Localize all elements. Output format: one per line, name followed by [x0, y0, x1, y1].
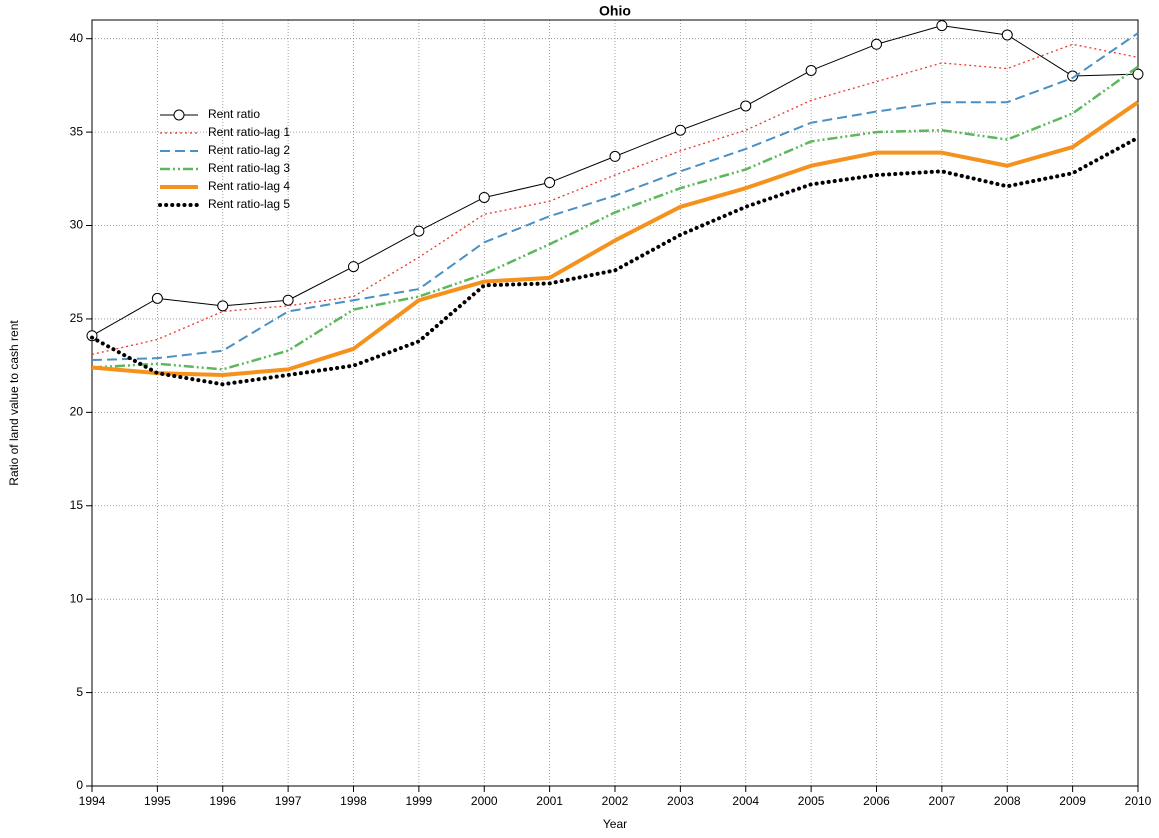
- y-tick-label: 20: [70, 405, 84, 419]
- legend-marker: [173, 109, 185, 121]
- series-line: [91, 43, 1139, 356]
- data-point: [413, 225, 425, 237]
- legend-label: Rent ratio-lag 5: [208, 197, 290, 211]
- y-tick-label: 40: [70, 31, 84, 45]
- x-tick-label: 2009: [1059, 794, 1086, 808]
- x-tick-label: 1994: [79, 794, 106, 808]
- legend-label: Rent ratio: [208, 107, 260, 121]
- data-point: [871, 38, 882, 50]
- x-tick-label: 1999: [406, 794, 433, 808]
- data-point: [478, 191, 490, 203]
- legend-label: Rent ratio-lag 1: [208, 125, 290, 139]
- series-line: [91, 65, 1139, 371]
- y-tick-label: 35: [70, 124, 84, 138]
- y-tick-label: 0: [76, 778, 83, 792]
- x-tick-label: 2005: [798, 794, 825, 808]
- y-tick-label: 5: [76, 685, 83, 699]
- plot-frame: [91, 19, 1139, 787]
- series-line: [90, 135, 1140, 387]
- x-tick-label: 1997: [275, 794, 302, 808]
- legend-label: Rent ratio-lag 4: [208, 179, 290, 193]
- x-tick-label: 2000: [471, 794, 498, 808]
- data-point: [151, 292, 163, 304]
- x-tick-label: 2007: [929, 794, 956, 808]
- series-line: [91, 32, 1139, 362]
- data-point: [282, 294, 294, 306]
- x-tick-label: 2001: [536, 794, 563, 808]
- data-point: [348, 261, 359, 273]
- x-tick-label: 1995: [144, 794, 171, 808]
- y-tick-label: 15: [70, 498, 84, 512]
- data-point: [1067, 70, 1079, 82]
- x-tick-label: 2010: [1125, 794, 1152, 808]
- x-tick-label: 2006: [863, 794, 890, 808]
- series-line: [91, 100, 1140, 377]
- data-point: [609, 150, 621, 162]
- x-tick-label: 1998: [340, 794, 367, 808]
- x-tick-label: 2008: [994, 794, 1021, 808]
- x-tick-label: 2003: [667, 794, 694, 808]
- data-point: [805, 64, 817, 76]
- data-point: [1001, 29, 1013, 41]
- data-point: [674, 124, 686, 136]
- x-tick-label: 1996: [209, 794, 236, 808]
- legend-label: Rent ratio-lag 2: [208, 143, 290, 157]
- y-tick-label: 10: [70, 591, 84, 605]
- chart-title: Ohio: [599, 3, 631, 19]
- data-point: [1132, 68, 1144, 80]
- y-tick-label: 30: [70, 218, 84, 232]
- x-axis-label: Year: [603, 817, 627, 831]
- data-point: [740, 100, 752, 112]
- y-tick-label: 25: [70, 311, 84, 325]
- x-tick-label: 2004: [732, 794, 759, 808]
- y-axis-label: Ratio of land value to cash rent: [7, 320, 21, 486]
- data-point: [544, 177, 556, 189]
- data-point: [217, 300, 229, 312]
- x-tick-label: 2002: [602, 794, 629, 808]
- data-point: [936, 20, 948, 32]
- legend-label: Rent ratio-lag 3: [208, 161, 290, 175]
